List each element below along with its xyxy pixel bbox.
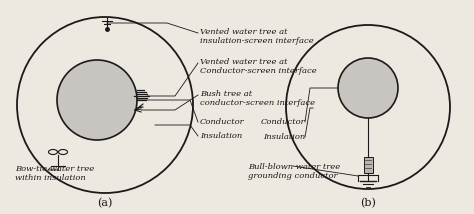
Text: (b): (b) bbox=[360, 198, 376, 208]
Text: Vented water tree at
insulation-screen interface: Vented water tree at insulation-screen i… bbox=[200, 28, 314, 45]
Text: Conductor: Conductor bbox=[200, 118, 245, 126]
Text: Bush tree at
conductor-screen interface: Bush tree at conductor-screen interface bbox=[200, 90, 315, 107]
Text: (a): (a) bbox=[97, 198, 113, 208]
Text: Insulation: Insulation bbox=[200, 132, 242, 140]
Circle shape bbox=[57, 60, 137, 140]
Text: Conductor: Conductor bbox=[260, 118, 305, 126]
Bar bbox=[364, 157, 373, 173]
Text: Vented water tree at
Conductor-screen interface: Vented water tree at Conductor-screen in… bbox=[200, 58, 317, 75]
Text: Bull-blown water tree
grounding conductor: Bull-blown water tree grounding conducto… bbox=[248, 163, 340, 180]
Circle shape bbox=[338, 58, 398, 118]
Text: Insulation: Insulation bbox=[263, 133, 305, 141]
Text: Bow-tie water tree
within insulation: Bow-tie water tree within insulation bbox=[15, 165, 94, 182]
